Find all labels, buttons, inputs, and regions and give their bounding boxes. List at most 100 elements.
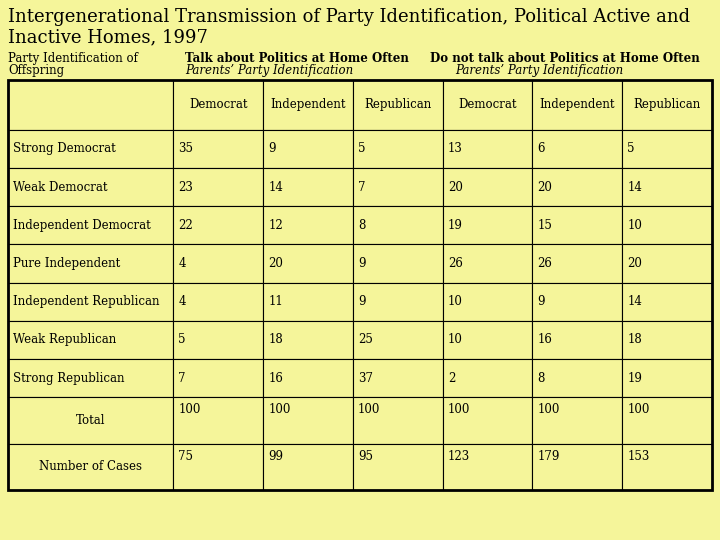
Bar bbox=[443, 206, 533, 245]
Bar bbox=[443, 80, 533, 130]
Text: 123: 123 bbox=[448, 450, 470, 463]
Text: 95: 95 bbox=[358, 450, 373, 463]
Bar bbox=[264, 321, 353, 359]
Bar bbox=[8, 321, 174, 359]
Bar bbox=[622, 282, 712, 321]
Text: 100: 100 bbox=[627, 403, 649, 416]
Bar bbox=[264, 168, 353, 206]
Bar bbox=[174, 206, 264, 245]
Text: 19: 19 bbox=[627, 372, 642, 384]
Bar bbox=[8, 80, 712, 490]
Text: Strong Democrat: Strong Democrat bbox=[13, 143, 116, 156]
Bar bbox=[353, 80, 443, 130]
Text: 8: 8 bbox=[358, 219, 365, 232]
Text: Parents’ Party Identification: Parents’ Party Identification bbox=[455, 64, 624, 77]
Bar bbox=[622, 359, 712, 397]
Text: 75: 75 bbox=[179, 450, 194, 463]
Text: 26: 26 bbox=[448, 257, 462, 270]
Bar bbox=[8, 397, 174, 443]
Text: 8: 8 bbox=[537, 372, 545, 384]
Text: 10: 10 bbox=[448, 295, 462, 308]
Bar bbox=[353, 168, 443, 206]
Text: 14: 14 bbox=[627, 295, 642, 308]
Bar bbox=[174, 168, 264, 206]
Bar bbox=[533, 245, 622, 282]
Text: 100: 100 bbox=[358, 403, 380, 416]
Text: Independent Republican: Independent Republican bbox=[13, 295, 160, 308]
Text: Democrat: Democrat bbox=[459, 98, 517, 111]
Bar bbox=[353, 443, 443, 490]
Text: Pure Independent: Pure Independent bbox=[13, 257, 120, 270]
Text: 9: 9 bbox=[358, 295, 366, 308]
Bar bbox=[443, 130, 533, 168]
Bar bbox=[174, 80, 264, 130]
Bar bbox=[353, 359, 443, 397]
Text: 9: 9 bbox=[537, 295, 545, 308]
Text: Number of Cases: Number of Cases bbox=[39, 460, 143, 473]
Text: Republican: Republican bbox=[634, 98, 701, 111]
Text: 100: 100 bbox=[268, 403, 291, 416]
Bar bbox=[8, 168, 174, 206]
Bar bbox=[622, 130, 712, 168]
Bar bbox=[353, 397, 443, 443]
Text: 10: 10 bbox=[627, 219, 642, 232]
Text: 100: 100 bbox=[179, 403, 201, 416]
Bar bbox=[443, 321, 533, 359]
Bar bbox=[533, 321, 622, 359]
Bar bbox=[264, 282, 353, 321]
Bar bbox=[622, 245, 712, 282]
Text: 2: 2 bbox=[448, 372, 455, 384]
Bar bbox=[8, 443, 174, 490]
Bar bbox=[174, 359, 264, 397]
Bar bbox=[264, 443, 353, 490]
Text: 99: 99 bbox=[268, 450, 283, 463]
Text: 12: 12 bbox=[268, 219, 283, 232]
Bar bbox=[622, 397, 712, 443]
Bar bbox=[264, 80, 353, 130]
Text: 23: 23 bbox=[179, 181, 193, 194]
Bar bbox=[353, 130, 443, 168]
Text: 13: 13 bbox=[448, 143, 462, 156]
Text: 15: 15 bbox=[537, 219, 552, 232]
Text: 18: 18 bbox=[627, 333, 642, 346]
Bar bbox=[174, 130, 264, 168]
Text: 4: 4 bbox=[179, 295, 186, 308]
Bar bbox=[622, 321, 712, 359]
Text: 7: 7 bbox=[179, 372, 186, 384]
Bar bbox=[533, 282, 622, 321]
Bar bbox=[8, 130, 174, 168]
Bar bbox=[533, 80, 622, 130]
Text: 6: 6 bbox=[537, 143, 545, 156]
Bar bbox=[533, 359, 622, 397]
Text: 16: 16 bbox=[268, 372, 283, 384]
Text: 5: 5 bbox=[358, 143, 366, 156]
Bar bbox=[174, 397, 264, 443]
Text: Party Identification of: Party Identification of bbox=[8, 52, 138, 65]
Text: Democrat: Democrat bbox=[189, 98, 248, 111]
Text: 100: 100 bbox=[448, 403, 470, 416]
Bar bbox=[533, 206, 622, 245]
Bar bbox=[264, 397, 353, 443]
Text: 9: 9 bbox=[268, 143, 276, 156]
Text: 100: 100 bbox=[537, 403, 560, 416]
Text: 16: 16 bbox=[537, 333, 552, 346]
Text: 22: 22 bbox=[179, 219, 193, 232]
Text: Inactive Homes, 1997: Inactive Homes, 1997 bbox=[8, 28, 208, 46]
Bar bbox=[8, 359, 174, 397]
Bar bbox=[353, 206, 443, 245]
Text: Republican: Republican bbox=[364, 98, 431, 111]
Text: 14: 14 bbox=[268, 181, 283, 194]
Text: 5: 5 bbox=[627, 143, 635, 156]
Text: Intergenerational Transmission of Party Identification, Political Active and: Intergenerational Transmission of Party … bbox=[8, 8, 690, 26]
Text: Parents’ Party Identification: Parents’ Party Identification bbox=[185, 64, 354, 77]
Text: 20: 20 bbox=[448, 181, 462, 194]
Text: Talk about Politics at Home Often: Talk about Politics at Home Often bbox=[185, 52, 409, 65]
Bar bbox=[533, 130, 622, 168]
Text: 20: 20 bbox=[268, 257, 283, 270]
Bar bbox=[353, 282, 443, 321]
Text: 9: 9 bbox=[358, 257, 366, 270]
Text: 5: 5 bbox=[179, 333, 186, 346]
Bar bbox=[443, 245, 533, 282]
Bar bbox=[622, 206, 712, 245]
Bar bbox=[443, 359, 533, 397]
